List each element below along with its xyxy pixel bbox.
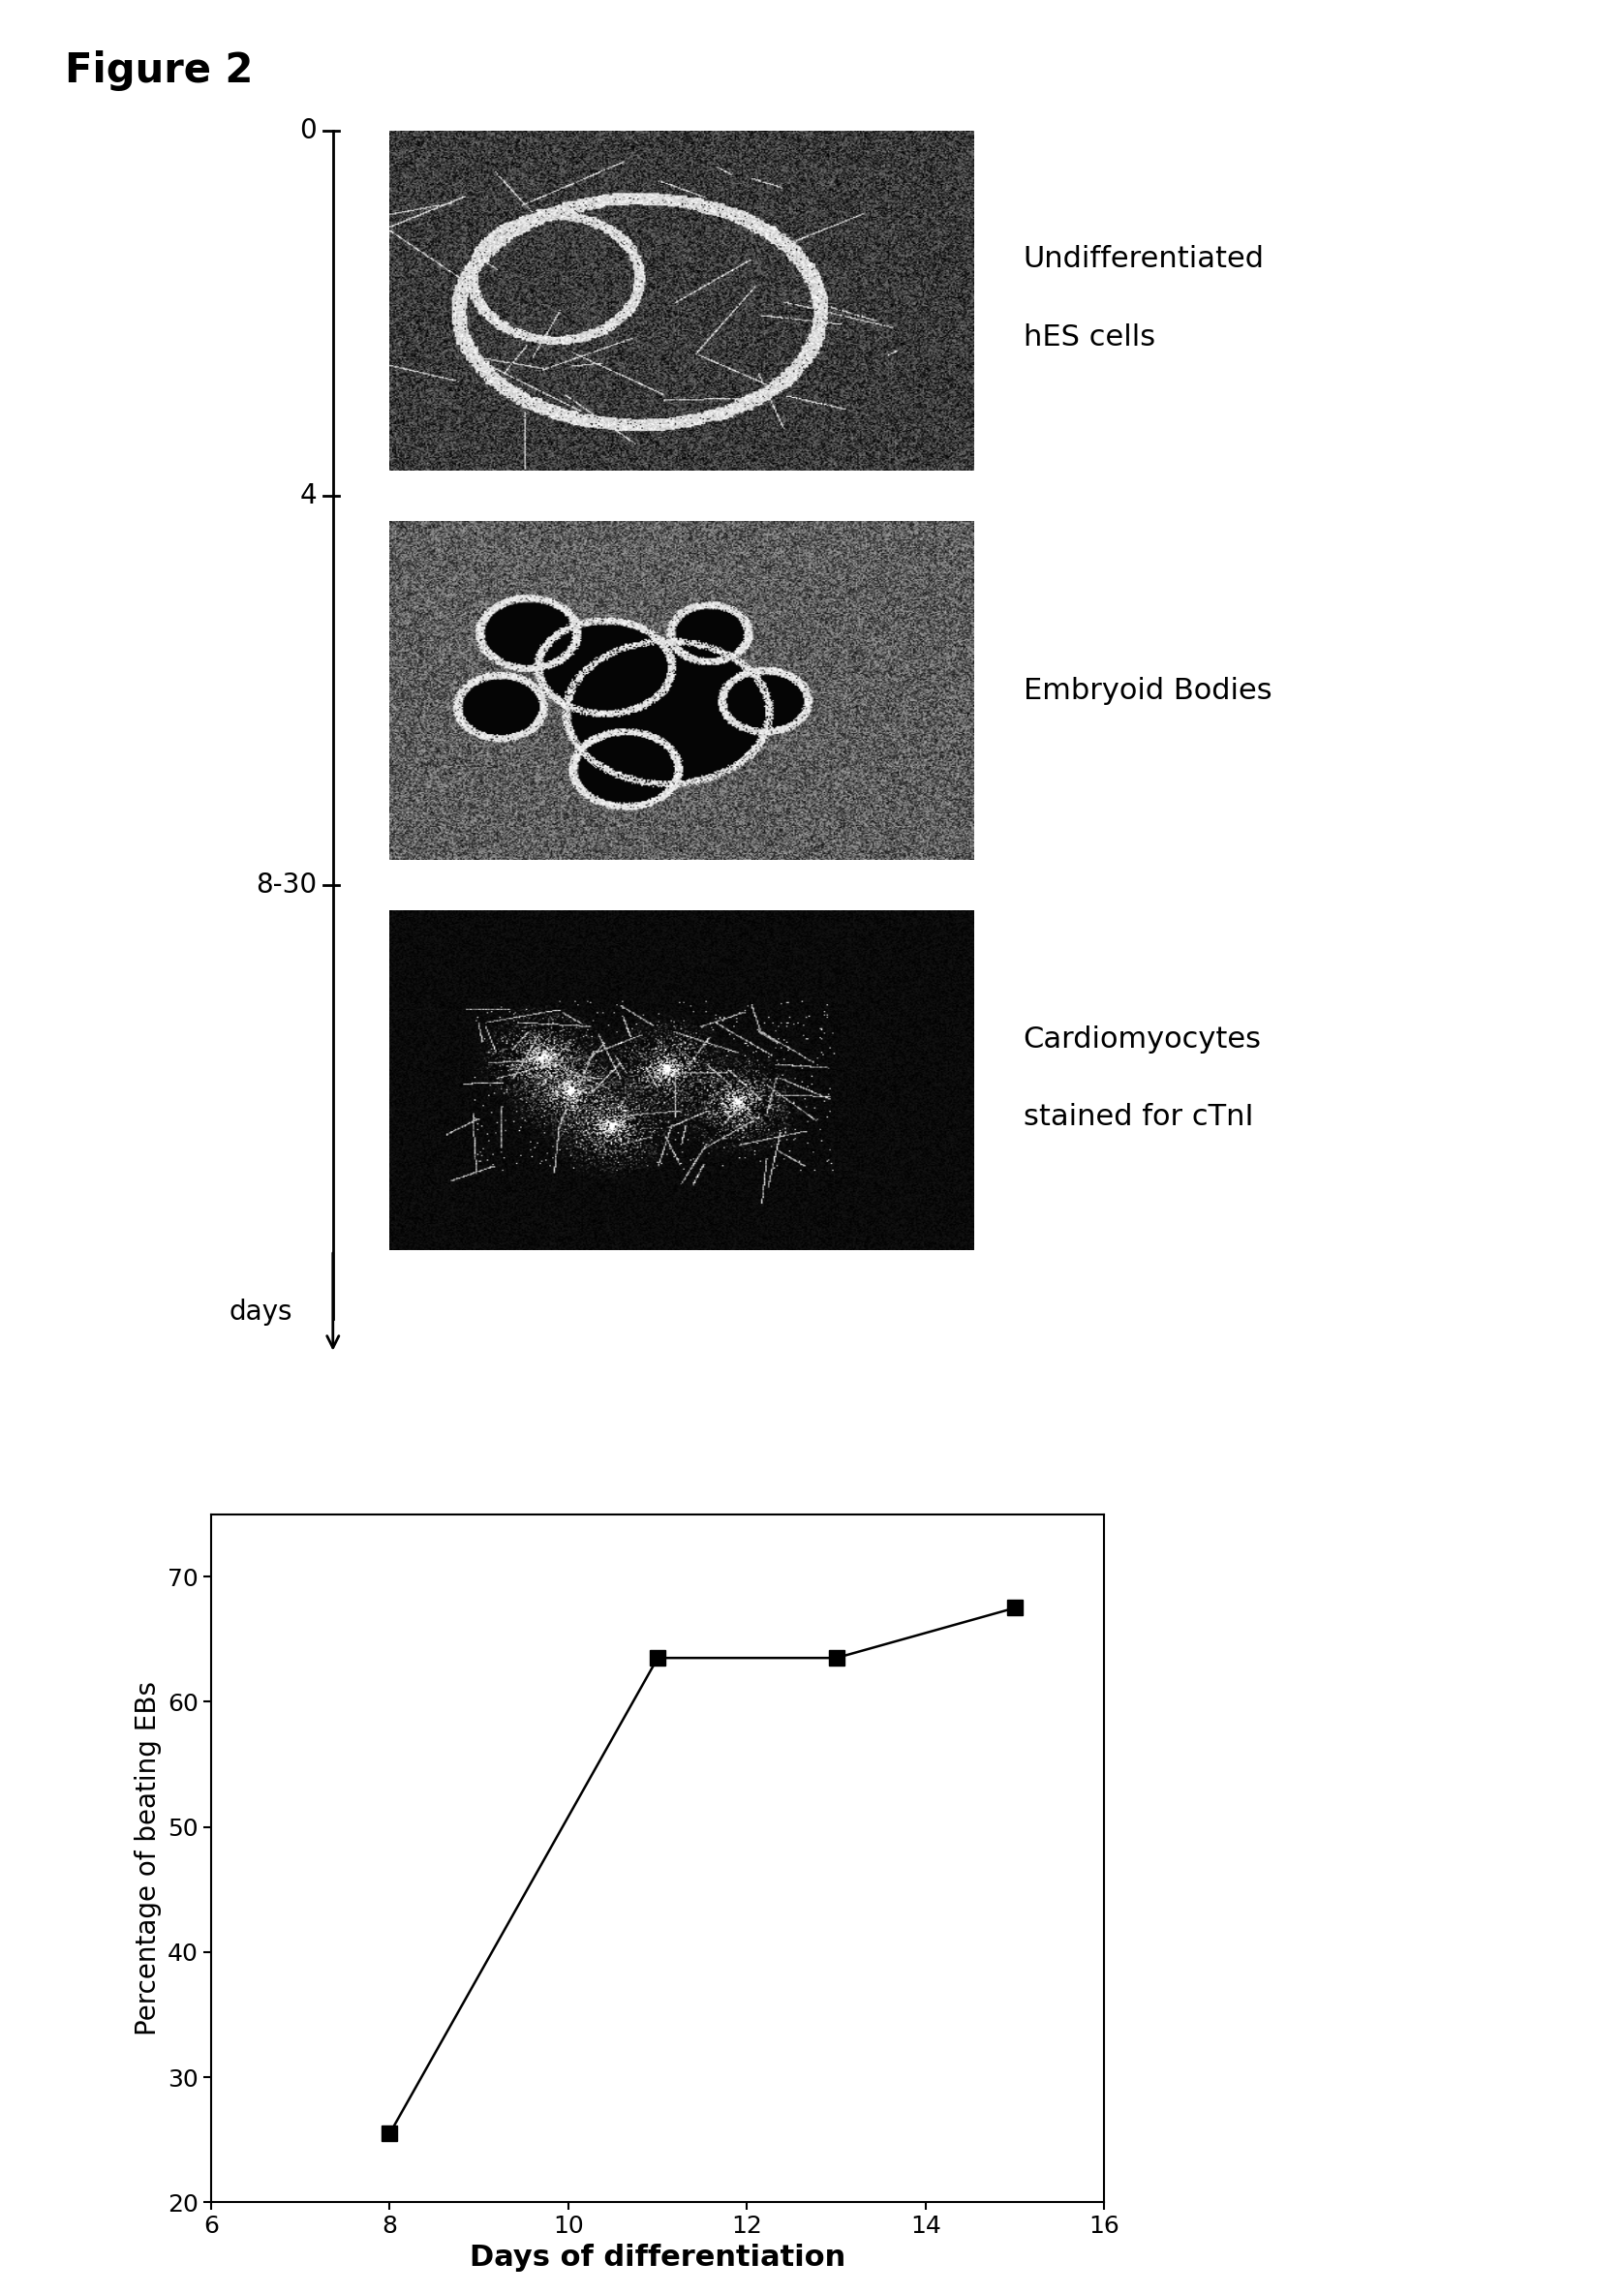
Text: 8-30: 8-30: [255, 872, 317, 899]
X-axis label: Days of differentiation: Days of differentiation: [469, 2244, 846, 2271]
Text: hES cells: hES cells: [1023, 323, 1155, 351]
Text: 4: 4: [299, 482, 317, 509]
Text: days: days: [229, 1298, 292, 1326]
Text: Figure 2: Figure 2: [65, 50, 253, 92]
Text: Cardiomyocytes: Cardiomyocytes: [1023, 1025, 1262, 1053]
Text: 0: 0: [299, 117, 317, 145]
Text: Undifferentiated: Undifferentiated: [1023, 245, 1263, 273]
Text: stained for cTnI: stained for cTnI: [1023, 1103, 1254, 1131]
Text: Embryoid Bodies: Embryoid Bodies: [1023, 677, 1272, 704]
Y-axis label: Percentage of beating EBs: Percentage of beating EBs: [135, 1682, 162, 2035]
